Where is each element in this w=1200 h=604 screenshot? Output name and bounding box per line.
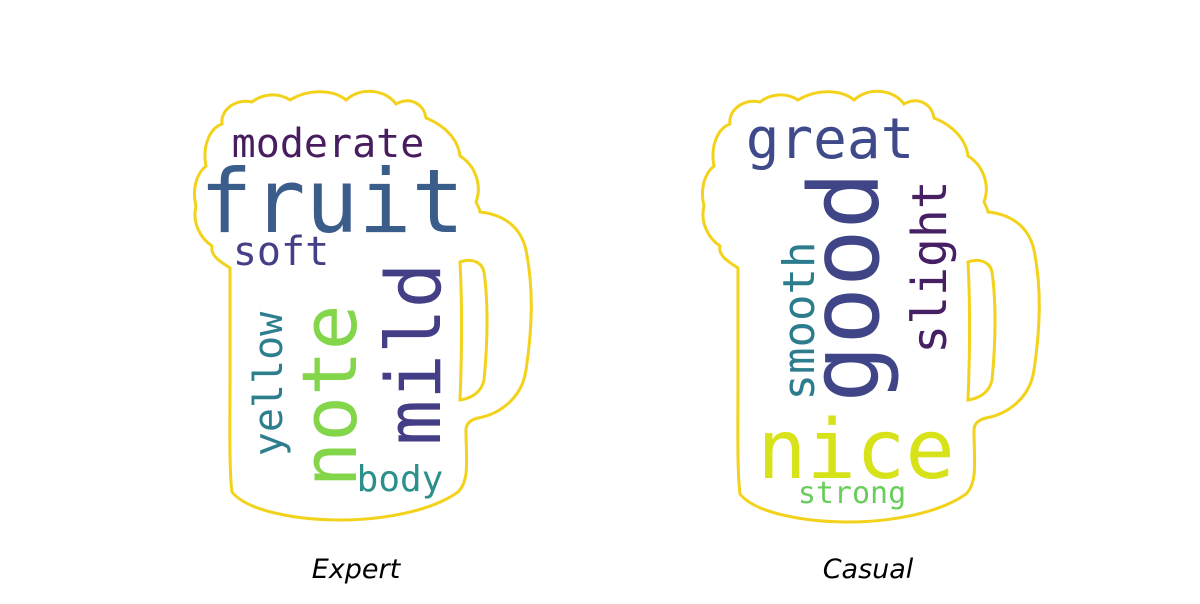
casual-mug-outline (700, 89, 1041, 524)
word-note: note (285, 304, 374, 487)
word-good: good (789, 171, 901, 402)
expert-mug-outline (192, 89, 533, 522)
caption-expert: Expert (311, 554, 401, 585)
word-nice: nice (757, 403, 954, 498)
expert-panel: moderate fruit soft note mild yellow bod… (192, 89, 533, 522)
word-yellow: yellow (246, 311, 292, 456)
word-soft: soft (233, 229, 329, 275)
word-strong: strong (798, 476, 906, 511)
word-great: great (746, 107, 915, 172)
word-body: body (357, 459, 444, 500)
word-fruit: fruit (200, 150, 465, 253)
word-slight: slight (902, 180, 958, 353)
word-mild: mild (369, 262, 458, 445)
word-moderate: moderate (232, 121, 425, 167)
word-smooth: smooth (774, 242, 825, 401)
casual-panel: great good slight smooth nice strong (700, 89, 1041, 524)
caption-casual: Casual (822, 554, 914, 585)
